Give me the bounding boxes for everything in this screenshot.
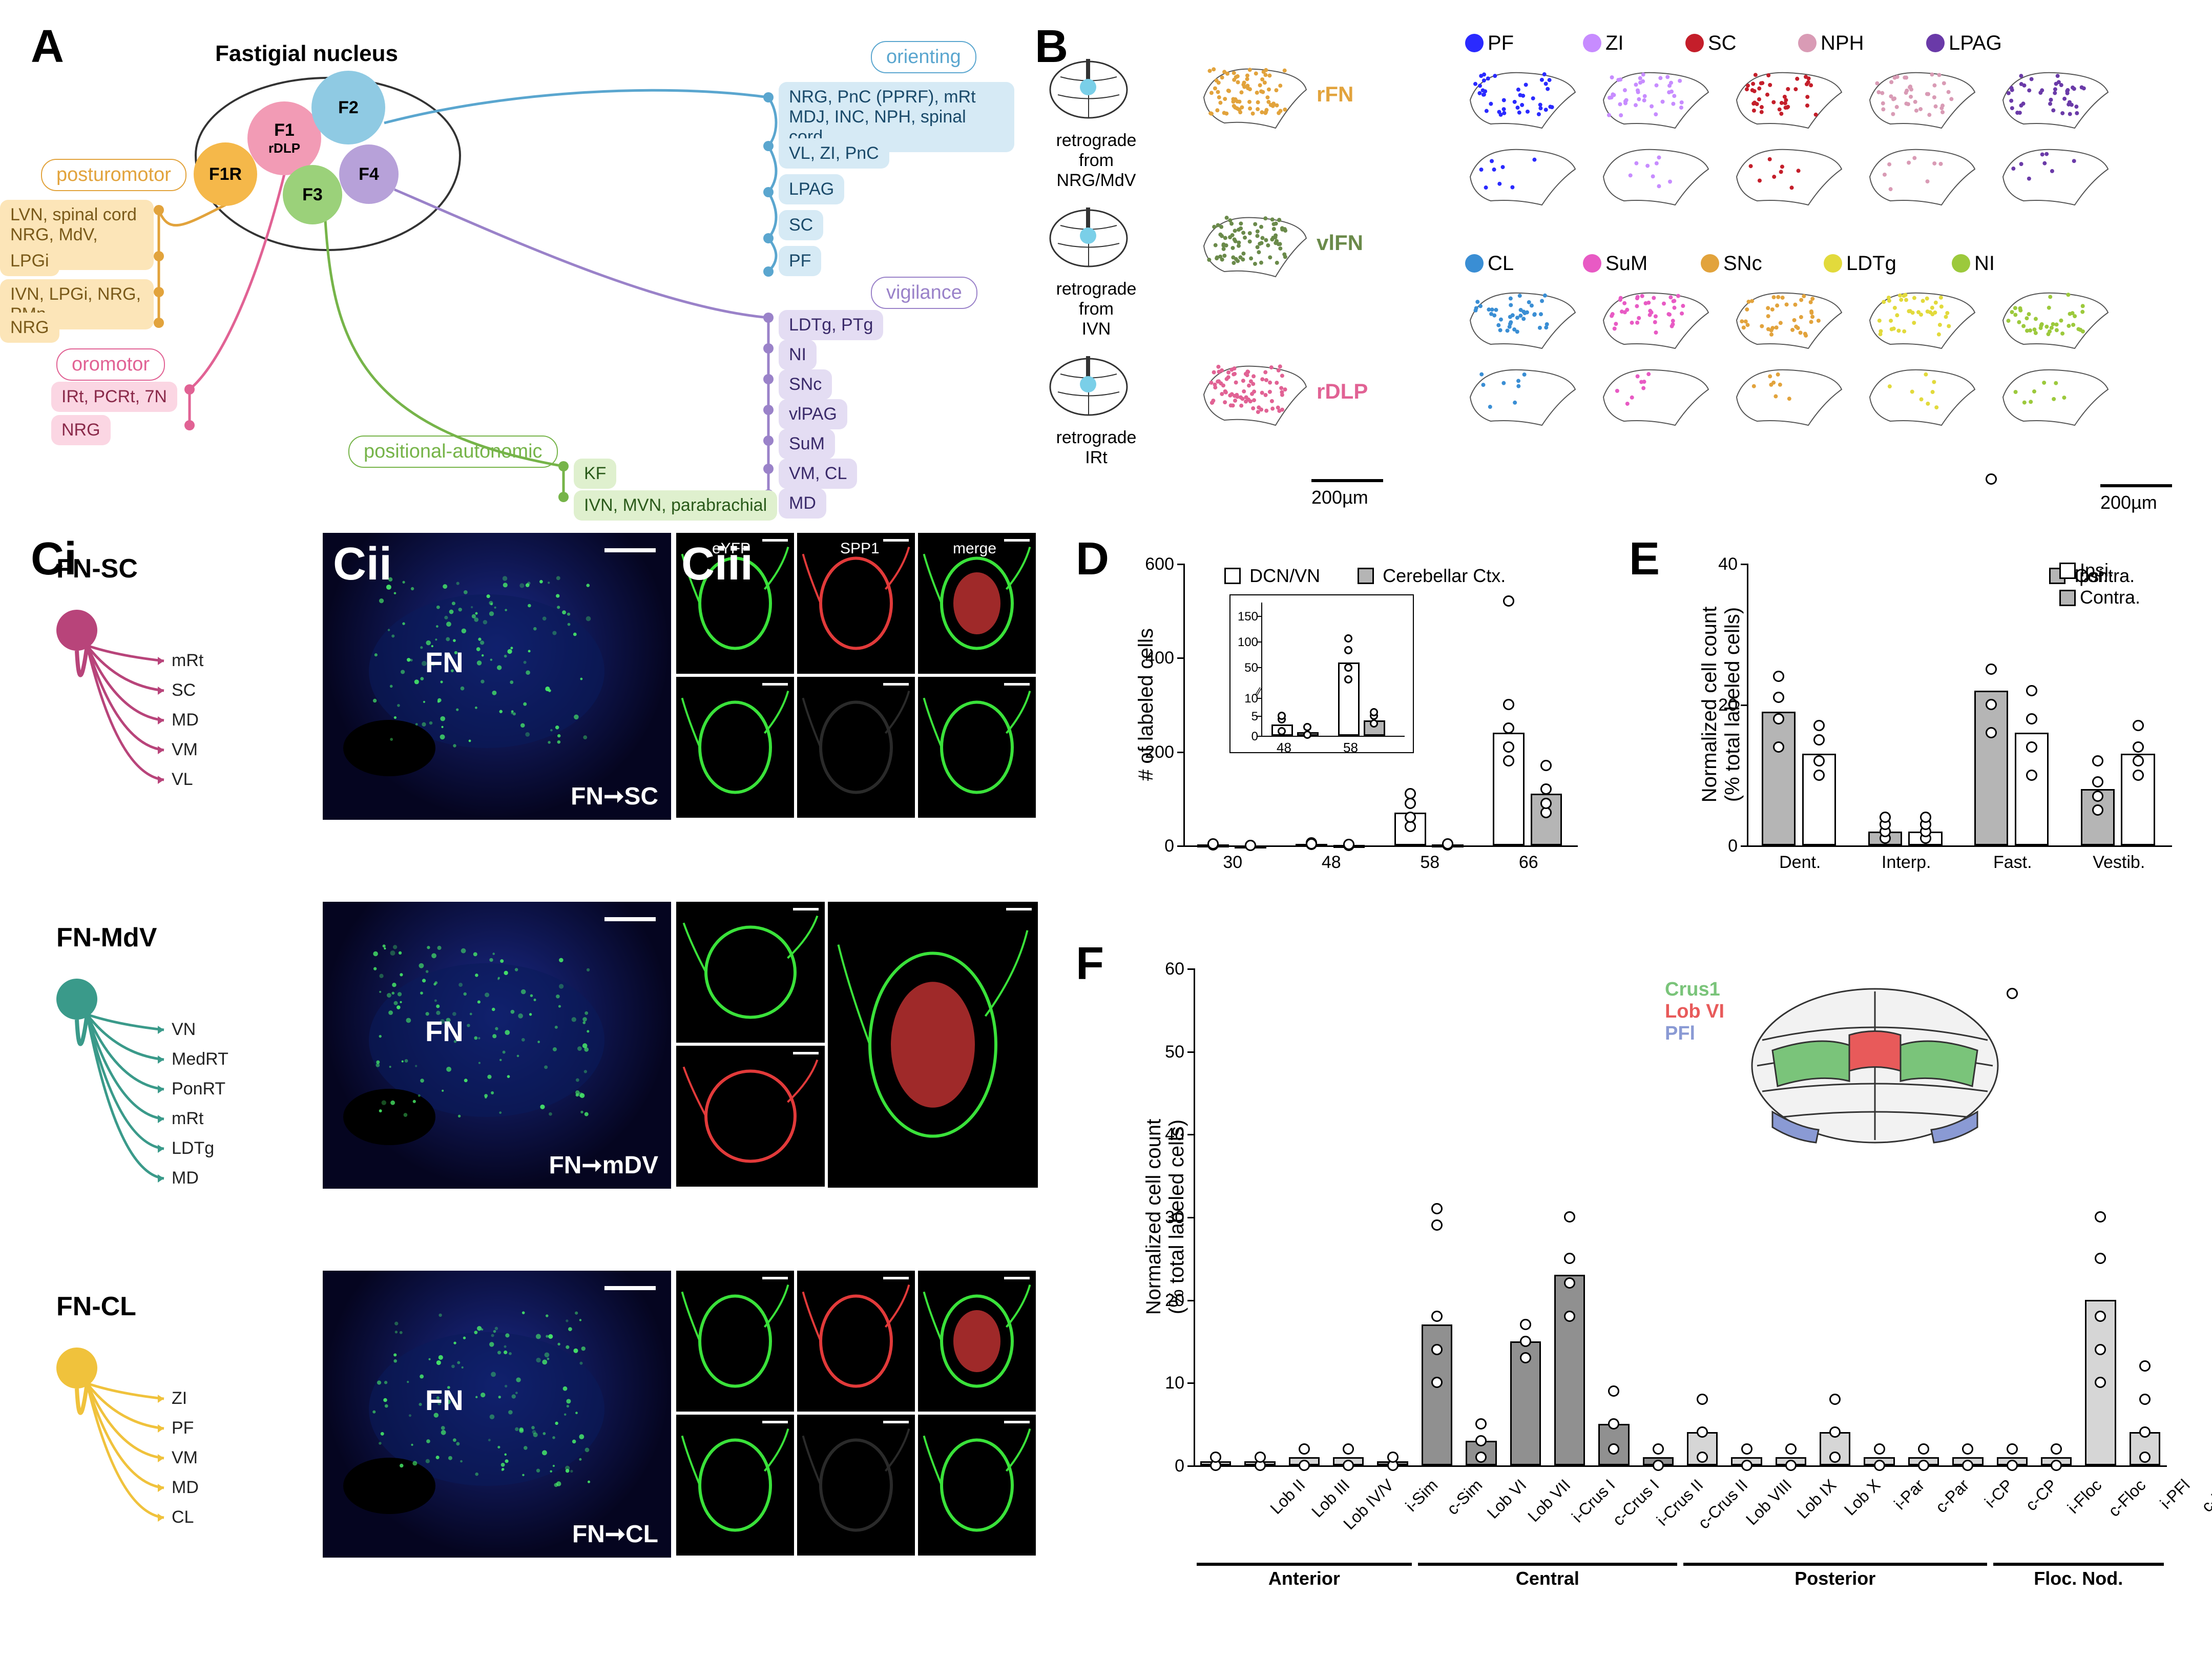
retrograde-row: retrograde fromNRG/MdV rFN xyxy=(1045,51,1434,195)
cat-pa: positional-autonomic xyxy=(348,436,558,468)
target-orienting: SC xyxy=(779,210,823,240)
legend-item: SC xyxy=(1685,31,1737,55)
svg-text:VM: VM xyxy=(172,1448,198,1467)
legend-item: PF xyxy=(1465,31,1514,55)
panel-c-row: FN-MdV VN MedRT PonRT xyxy=(20,902,1045,1260)
target-oromotor: NRG xyxy=(51,415,111,445)
cerebellum-flatmap-icon xyxy=(1742,979,2008,1163)
panel-ciii-label: Ciii xyxy=(681,538,753,591)
target-vigilance: SNc xyxy=(779,369,832,400)
svg-text:mRt: mRt xyxy=(172,1109,204,1128)
cat-oromotor: oromotor xyxy=(56,348,165,381)
target-vigilance: LDTg, PTg xyxy=(779,310,883,340)
svg-text:MD: MD xyxy=(172,1478,199,1497)
svg-text:VN: VN xyxy=(172,1020,196,1039)
cat-posturomotor: posturomotor xyxy=(41,159,186,191)
svg-text:VL: VL xyxy=(172,770,193,789)
scalebar-b1: 200µm xyxy=(1311,487,1368,508)
panel-f-label: F xyxy=(1076,938,1104,990)
panel-cii-label: Cii xyxy=(333,538,392,591)
legend-item: ZI xyxy=(1583,31,1624,55)
retrograde-row: retrogradeIRt rDLP xyxy=(1045,348,1434,492)
panel-a: Fastigial nucleus F1R xyxy=(41,31,1014,502)
fn-shape-pair xyxy=(1598,287,1716,436)
fn-shape-pair xyxy=(1731,67,1849,215)
panel-d-inset: ⁄⁄0510501001504858 xyxy=(1229,594,1414,753)
fn-shape-pair xyxy=(1998,287,2116,436)
svg-text:PF: PF xyxy=(172,1418,194,1438)
node-f1r: F1R xyxy=(194,142,257,206)
legend-item: SuM xyxy=(1583,251,1647,275)
svg-text:SC: SC xyxy=(172,680,196,700)
target-pa: IVN, MVN, parabrachial xyxy=(574,490,777,521)
scalebar-b1-bar xyxy=(1311,479,1383,482)
legend-item: NI xyxy=(1952,251,1995,275)
node-f2: F2 xyxy=(311,71,385,144)
panel-f-brain-legend: Crus1Lob VIPFl xyxy=(1665,979,1724,1045)
target-posturomotor: LPGi xyxy=(0,246,59,276)
target-orienting: PF xyxy=(779,246,821,276)
svg-text:MD: MD xyxy=(172,1168,199,1188)
node-f3: F3 xyxy=(283,165,342,224)
node-f4: F4 xyxy=(339,144,399,204)
target-posturomotor: NRG xyxy=(0,313,59,343)
target-vigilance: MD xyxy=(779,488,826,519)
target-pa: KF xyxy=(574,459,616,489)
target-orienting: VL, ZI, PnC xyxy=(779,138,889,169)
panel-f-chart: 0 10 20 30 40 50 60Normalized cell count… xyxy=(1127,958,2177,1650)
retrograde-row: retrograde fromIVN vlFN xyxy=(1045,200,1434,343)
cat-vigilance: vigilance xyxy=(871,277,977,309)
svg-text:MedRT: MedRT xyxy=(172,1049,228,1069)
svg-text:PonRT: PonRT xyxy=(172,1079,225,1099)
fn-shape-pair xyxy=(1865,287,1983,436)
fn-shape-pair xyxy=(1465,67,1583,215)
target-oromotor: IRt, PCRt, 7N xyxy=(51,382,177,412)
legend-item: LPAG xyxy=(1926,31,2002,55)
panel-c-row: FN-CL ZI PF VM xyxy=(20,1271,1045,1629)
fn-shape-pair xyxy=(1998,67,2116,215)
legend-item: CL xyxy=(1465,251,1514,275)
panel-e-chart: 0 20 40Normalized cell count (% total la… xyxy=(1680,553,2182,912)
target-vigilance: vlPAG xyxy=(779,399,847,429)
target-vigilance: SuM xyxy=(779,429,835,459)
target-orienting: LPAG xyxy=(779,174,844,204)
panel-b: retrograde fromNRG/MdV rFN retrograde fr… xyxy=(1045,31,2172,502)
svg-text:MD: MD xyxy=(172,710,199,730)
svg-text:VM: VM xyxy=(172,740,198,759)
svg-text:mRt: mRt xyxy=(172,651,204,670)
scalebar-b2-bar xyxy=(2100,484,2172,487)
fn-shape-pair xyxy=(1598,67,1716,215)
svg-text:ZI: ZI xyxy=(172,1389,187,1408)
panel-e-label: E xyxy=(1629,533,1660,586)
fn-shape-pair xyxy=(1465,287,1583,436)
panel-d-label: D xyxy=(1076,533,1109,586)
node-f1: F1rDLP xyxy=(247,101,321,175)
target-vigilance: NI xyxy=(779,340,817,370)
panel-c: Ci Cii Ciii FN-SC mRt SC MD xyxy=(20,533,1045,1650)
svg-text:CL: CL xyxy=(172,1507,194,1527)
fn-shape-pair xyxy=(1731,287,1849,436)
legend-item: SNc xyxy=(1701,251,1762,275)
legend-item: LDTg xyxy=(1824,251,1896,275)
fn-shape-pair xyxy=(1865,67,1983,215)
panel-c-row: FN-SC mRt SC MD xyxy=(20,533,1045,892)
legend-item: NPH xyxy=(1798,31,1864,55)
target-vigilance: VM, CL xyxy=(779,459,857,489)
panel-d-chart: 0 200 400 600# of labeled cells30485866 … xyxy=(1127,553,1588,912)
cat-orienting: orienting xyxy=(871,41,976,73)
scalebar-b2: 200µm xyxy=(2100,492,2157,513)
svg-text:LDTg: LDTg xyxy=(172,1138,214,1158)
